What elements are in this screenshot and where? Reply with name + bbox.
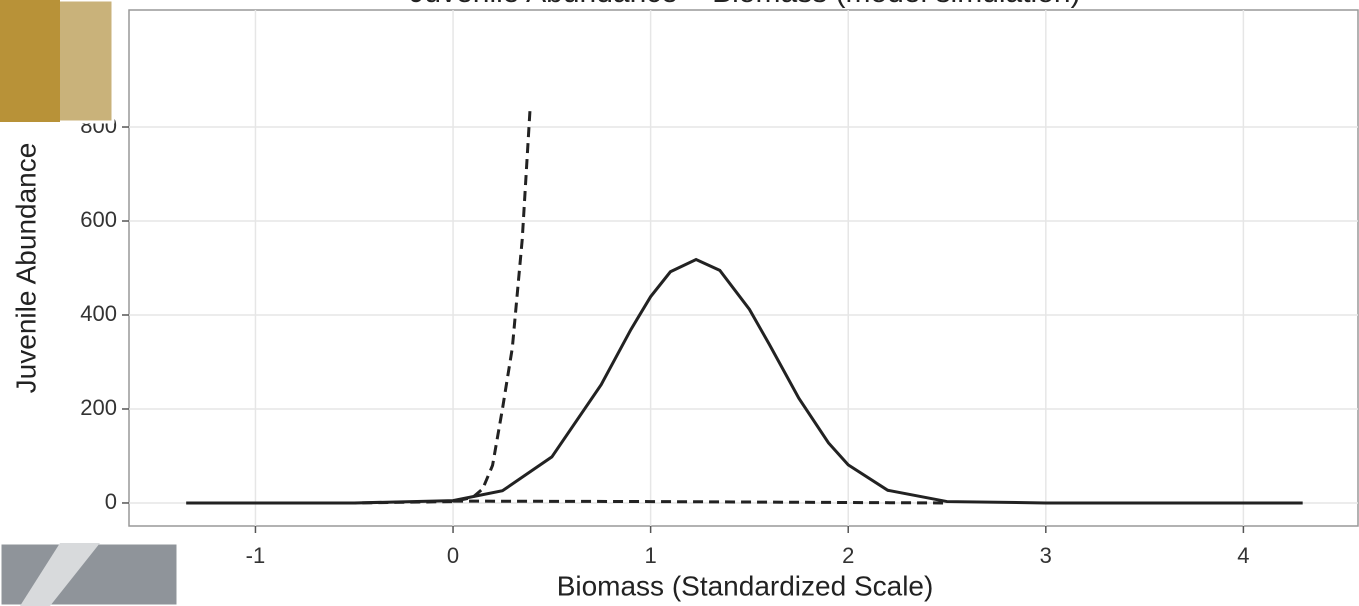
x-tick-label: 4 [1237, 543, 1249, 568]
x-tick-label: -1 [246, 543, 266, 568]
x-axis-label: Biomass (Standardized Scale) [557, 570, 934, 601]
lines [186, 108, 1303, 505]
y-tick-label: 600 [80, 207, 117, 232]
photo-overlay [0, 0, 180, 606]
x-tick-label: 0 [447, 543, 459, 568]
plot-panel [128, 9, 1359, 527]
y-tick-label: 0 [105, 489, 117, 514]
photo-detail [0, 0, 60, 122]
x-tick-label: 1 [645, 543, 657, 568]
chart-title: Juvenile Abundance ~ Biomass (model simu… [409, 0, 1080, 9]
y-axis-label: Juvenile Abundance [10, 143, 41, 394]
series-line [186, 108, 532, 505]
y-tick-label: 200 [80, 395, 117, 420]
x-tick-label: 3 [1040, 543, 1052, 568]
y-tick-label: 400 [80, 301, 117, 326]
photo-detail [20, 543, 100, 606]
series-line [453, 499, 948, 505]
series-line [186, 257, 1303, 505]
x-tick-label: 2 [842, 543, 854, 568]
